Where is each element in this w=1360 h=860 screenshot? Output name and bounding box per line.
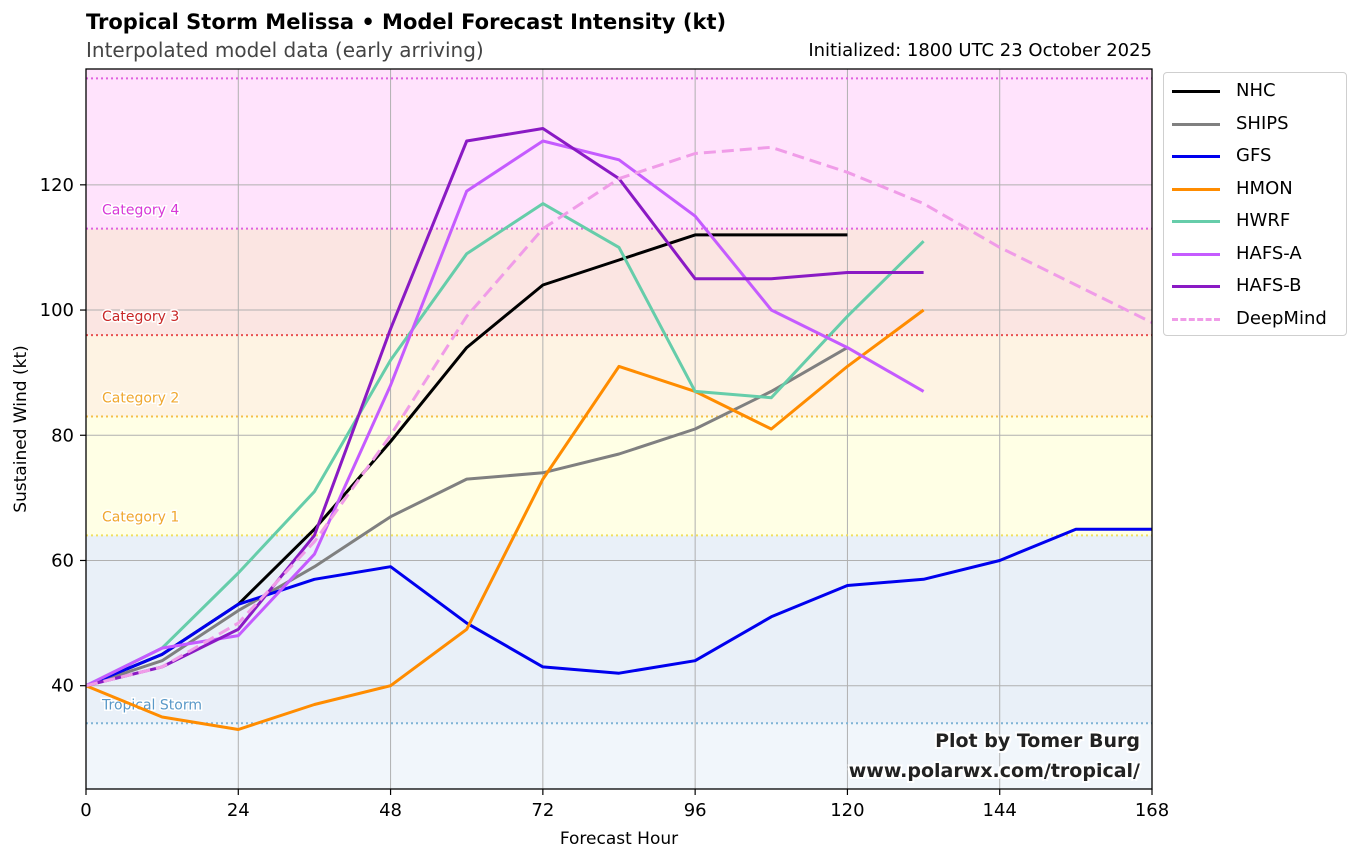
legend-label: GFS [1236, 145, 1272, 166]
y-tick-label: 80 [51, 425, 74, 446]
legend-item-deepmind: DeepMind [1164, 304, 1346, 336]
x-tick-label: 0 [80, 800, 91, 821]
legend-swatch [1172, 187, 1220, 191]
x-tick-label: 72 [531, 800, 554, 821]
legend-item-ships: SHIPS [1164, 109, 1346, 141]
category-label: Category 4 [102, 203, 179, 219]
legend-label: HAFS-A [1236, 242, 1302, 264]
initialized-time: Initialized: 1800 UTC 23 October 2025 [808, 40, 1152, 61]
category-label: Category 2 [102, 390, 179, 406]
series-line-ships [85, 346, 849, 688]
band-category-2 [86, 335, 1152, 417]
legend-item-hafs-b: HAFS-B [1164, 271, 1346, 303]
legend: NHC SHIPS GFS HMON HWRF HAFS-A HAFS-B DeepMind [1163, 72, 1347, 336]
x-tick-label: 144 [983, 800, 1017, 821]
x-axis-label: Forecast Hour [560, 829, 678, 849]
legend-swatch [1172, 285, 1220, 288]
y-axis-label: Sustained Wind (kt) [11, 345, 31, 513]
series-line-deepmind [85, 145, 1153, 688]
category-label: Category 3 [102, 309, 179, 325]
legend-swatch [1172, 252, 1220, 256]
credit-author: Plot by Tomer Burg [935, 730, 1140, 752]
chart-subtitle: Interpolated model data (early arriving) [86, 38, 484, 62]
x-tick-label: 96 [684, 800, 707, 821]
y-tick-label: 40 [51, 676, 74, 697]
legend-label: HAFS-B [1236, 275, 1302, 296]
y-tick-label: 60 [51, 550, 74, 571]
band-category-4 [86, 69, 1152, 229]
legend-label: SHIPS [1236, 112, 1289, 134]
y-tick-label: 120 [40, 175, 74, 196]
legend-swatch [1172, 90, 1220, 93]
legend-item-hmon: HMON [1164, 174, 1346, 206]
chart-title: Tropical Storm Melissa • Model Forecast … [86, 10, 727, 34]
legend-swatch [1172, 155, 1220, 158]
legend-item-nhc: NHC [1164, 76, 1346, 108]
y-tick-label: 100 [40, 300, 74, 321]
band-below-ts [86, 723, 1152, 789]
plot-frame [85, 68, 1153, 790]
series-line-hafs-a [85, 139, 925, 688]
x-tick-label: 168 [1135, 800, 1169, 821]
legend-label: DeepMind [1236, 307, 1327, 329]
series-line-hwrf [85, 202, 925, 688]
legend-item-hwrf: HWRF [1164, 206, 1346, 238]
x-tick-label: 24 [227, 800, 250, 821]
x-tick-label: 120 [830, 800, 864, 821]
x-tick-label: 48 [379, 800, 402, 821]
credit-url: www.polarwx.com/tropical/ [848, 760, 1140, 782]
category-label: Category 1 [102, 509, 179, 525]
legend-label: HWRF [1236, 210, 1291, 231]
series-line-hafs-b [85, 127, 924, 688]
legend-item-hafs-a: HAFS-A [1164, 239, 1346, 271]
band-category-1 [86, 416, 1152, 536]
legend-swatch [1172, 122, 1220, 126]
legend-label: HMON [1236, 177, 1293, 199]
series-line-hmon [85, 308, 925, 731]
legend-swatch [1172, 317, 1220, 321]
legend-label: NHC [1236, 80, 1276, 101]
legend-item-gfs: GFS [1164, 141, 1346, 173]
legend-swatch [1172, 220, 1220, 223]
